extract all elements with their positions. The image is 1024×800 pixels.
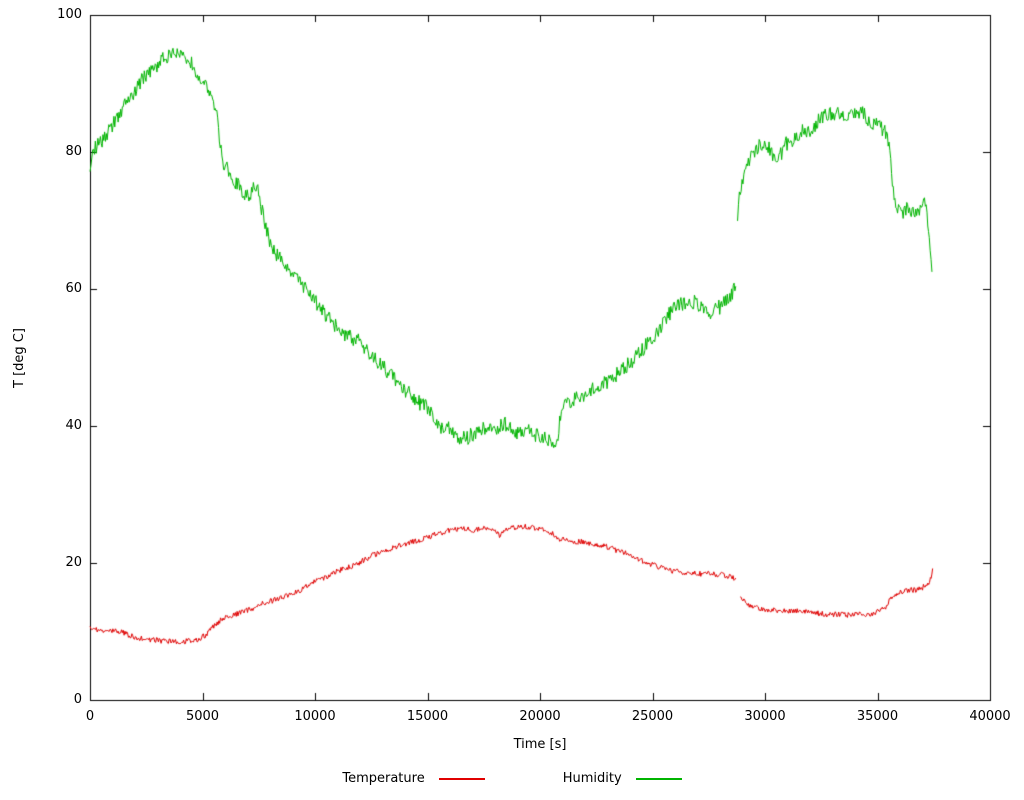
y-tick-label: 80	[65, 144, 82, 159]
temperature-legend-line	[438, 777, 485, 780]
y-tick-label: 100	[57, 7, 82, 22]
x-tick-label: 40000	[969, 709, 1011, 724]
legend-item-temperature: Temperature	[342, 771, 485, 786]
x-tick-label: 30000	[744, 709, 786, 724]
y-tick-label: 20	[65, 555, 82, 570]
y-axis-label: T [deg C]	[12, 328, 27, 388]
x-tick-label: 25000	[631, 709, 674, 724]
x-tick-label: 0	[85, 709, 95, 724]
x-axis-label: Time [s]	[513, 737, 567, 752]
legend-item-humidity: Humidity	[563, 771, 682, 786]
x-tick-label: 35000	[856, 709, 899, 724]
y-tick-label: 0	[73, 692, 82, 707]
x-tick-label: 10000	[294, 709, 336, 724]
humidity-legend-line	[635, 777, 682, 780]
humidity-legend-label: Humidity	[562, 771, 622, 786]
y-tick-label: 60	[65, 281, 82, 296]
x-tick-label: 5000	[185, 709, 220, 724]
x-tick-label: 15000	[406, 709, 449, 724]
legend: Temperature Humidity	[0, 771, 1024, 786]
temperature-legend-label: Temperature	[342, 771, 425, 786]
x-tick-label: 20000	[519, 709, 561, 724]
y-tick-label: 40	[65, 418, 82, 433]
